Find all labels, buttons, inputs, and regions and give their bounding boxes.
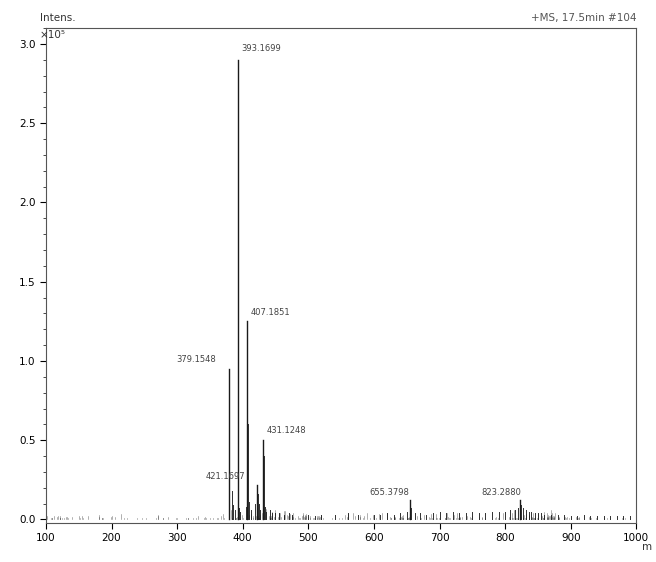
- Text: 823.2880: 823.2880: [482, 488, 522, 497]
- Text: 431.1248: 431.1248: [266, 427, 306, 436]
- Text: 393.1699: 393.1699: [241, 44, 281, 53]
- Text: 379.1548: 379.1548: [176, 355, 216, 364]
- Text: Intens.: Intens.: [40, 13, 75, 23]
- Text: 655.3798: 655.3798: [369, 488, 409, 497]
- Text: 421.1697: 421.1697: [206, 473, 245, 482]
- Text: ×10⁵: ×10⁵: [40, 30, 66, 40]
- Text: +MS, 17.5min #104: +MS, 17.5min #104: [531, 13, 636, 23]
- Text: m: m: [642, 542, 652, 552]
- Text: 407.1851: 407.1851: [251, 307, 290, 316]
